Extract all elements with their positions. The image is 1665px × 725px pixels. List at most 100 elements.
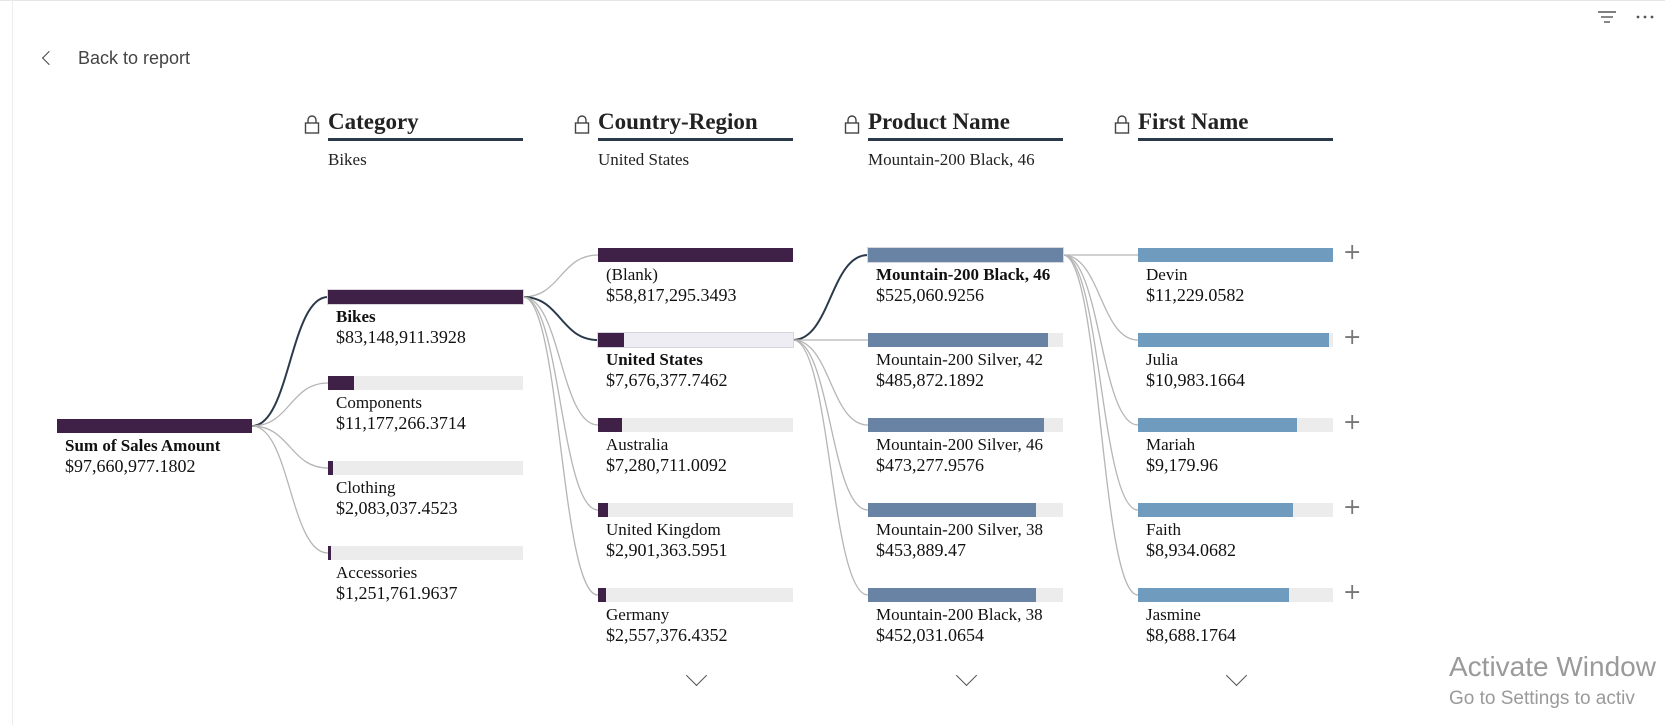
level-2-node-1[interactable]: Mountain-200 Silver, 42 $485,872.1892 <box>868 333 1063 390</box>
bar-track <box>327 289 524 305</box>
node-label: Components <box>336 393 422 412</box>
link <box>251 382 329 427</box>
bar-fill <box>1138 588 1289 602</box>
level-selected: United States <box>598 150 690 169</box>
node-label: Mountain-200 Silver, 38 <box>876 520 1043 539</box>
level-3-node-2[interactable]: Mariah $9,179.96 <box>1138 418 1333 475</box>
level-2-node-2[interactable]: Mountain-200 Silver, 46 $473,277.9576 <box>868 418 1063 475</box>
level-3-node-1[interactable]: Julia $10,983.1664 <box>1138 333 1333 390</box>
bar-track <box>1138 248 1333 262</box>
node-label: Mountain-200 Silver, 46 <box>876 435 1043 454</box>
bar-fill <box>328 290 523 304</box>
link <box>522 296 599 596</box>
more-options-icon[interactable] <box>1634 6 1656 33</box>
root-node[interactable]: Sum of Sales Amount $97,660,977.1802 <box>57 419 252 476</box>
node-label: Mountain-200 Black, 46 <box>876 265 1051 284</box>
node-label: Mountain-200 Black, 38 <box>876 605 1043 624</box>
bar-track <box>598 418 793 432</box>
lock-icon[interactable] <box>844 114 860 134</box>
bar-fill <box>598 248 793 262</box>
node-label: Devin <box>1146 265 1188 284</box>
level-3-node-4[interactable]: Jasmine $8,688.1764 <box>1138 588 1333 645</box>
link <box>1062 254 1139 596</box>
node-value: $452,031.0654 <box>876 625 984 645</box>
bar-track <box>328 546 523 560</box>
node-label: Bikes <box>336 307 376 326</box>
node-value: $2,557,376.4352 <box>606 625 728 645</box>
bar-track <box>868 503 1063 517</box>
level-0-node-2[interactable]: Clothing $2,083,037.4523 <box>328 461 523 518</box>
bar-fill <box>328 546 331 560</box>
level-underline <box>328 138 523 141</box>
expand-plus-icon[interactable]: + <box>1343 410 1362 435</box>
lock-icon[interactable] <box>1114 114 1130 134</box>
node-value: $485,872.1892 <box>876 370 984 390</box>
bar-track <box>597 332 794 348</box>
node-value: $473,277.9576 <box>876 455 984 475</box>
node-label: Mariah <box>1146 435 1196 454</box>
level-title: Product Name <box>868 109 1011 134</box>
bar-fill <box>1138 418 1297 432</box>
bar-track <box>1138 333 1333 347</box>
bar-track <box>328 376 523 390</box>
bar-track <box>1138 588 1333 602</box>
level-1-node-4[interactable]: Germany $2,557,376.4352 <box>598 588 793 645</box>
level-1-node-0[interactable]: (Blank) $58,817,295.3493 <box>598 248 793 305</box>
level-1-node-1[interactable]: United States $7,676,377.7462 <box>597 332 794 390</box>
bar-fill <box>868 503 1036 517</box>
level-title: First Name <box>1138 109 1249 134</box>
back-to-report-button[interactable]: Back to report <box>40 44 190 72</box>
level-selected: Bikes <box>328 150 367 169</box>
level-title: Country-Region <box>598 109 758 134</box>
node-label: Julia <box>1146 350 1179 369</box>
bar-track <box>328 461 523 475</box>
bar-fill <box>1138 503 1293 517</box>
level-0-node-3[interactable]: Accessories $1,251,761.9637 <box>328 546 523 603</box>
node-value: $2,083,037.4523 <box>336 498 458 518</box>
expand-plus-icon[interactable]: + <box>1343 325 1362 350</box>
node-label: Germany <box>606 605 670 624</box>
bar-track <box>57 419 252 433</box>
bar-track <box>867 247 1064 263</box>
link <box>792 339 869 511</box>
node-label: Faith <box>1146 520 1181 539</box>
filter-icon[interactable] <box>1596 6 1618 33</box>
bar-track <box>598 503 793 517</box>
level-header-1: Country-Region United States <box>574 108 793 170</box>
level-3-node-0[interactable]: Devin $11,229.0582 <box>1138 248 1333 305</box>
level-2-node-3[interactable]: Mountain-200 Silver, 38 $453,889.47 <box>868 503 1063 560</box>
level-1-node-3[interactable]: United Kingdom $2,901,363.5951 <box>598 503 793 560</box>
node-label: United States <box>606 350 703 369</box>
node-value: $1,251,761.9637 <box>336 583 458 603</box>
node-label: Sum of Sales Amount <box>65 436 221 455</box>
expand-plus-icon[interactable]: + <box>1343 240 1362 265</box>
level-0-node-0[interactable]: Bikes $83,148,911.3928 <box>327 289 524 347</box>
level-0-node-1[interactable]: Components $11,177,266.3714 <box>328 376 523 433</box>
link <box>1062 254 1139 341</box>
bar-fill <box>868 588 1036 602</box>
node-value: $8,688.1764 <box>1146 625 1236 645</box>
level-3-node-3[interactable]: Faith $8,934.0682 <box>1138 503 1333 560</box>
node-value: $58,817,295.3493 <box>606 285 737 305</box>
bar-fill <box>328 461 333 475</box>
node-value: $10,983.1664 <box>1146 370 1245 390</box>
bar-fill <box>868 418 1044 432</box>
node-label: (Blank) <box>606 265 658 284</box>
expand-plus-icon[interactable]: + <box>1343 495 1362 520</box>
level-2-node-0[interactable]: Mountain-200 Black, 46 $525,060.9256 <box>867 247 1064 305</box>
node-value: $7,280,711.0092 <box>606 455 727 475</box>
lock-icon[interactable] <box>304 114 320 134</box>
link <box>792 339 869 426</box>
bar-track <box>868 333 1063 347</box>
link <box>251 425 329 469</box>
level-1-node-2[interactable]: Australia $7,280,711.0092 <box>598 418 793 475</box>
bar-fill <box>1138 248 1333 262</box>
node-label: Mountain-200 Silver, 42 <box>876 350 1043 369</box>
lock-icon[interactable] <box>574 114 590 134</box>
bar-track <box>598 248 793 262</box>
link <box>1062 254 1139 426</box>
node-value: $2,901,363.5951 <box>606 540 728 560</box>
level-2-node-4[interactable]: Mountain-200 Black, 38 $452,031.0654 <box>868 588 1063 645</box>
expand-plus-icon[interactable]: + <box>1343 580 1362 605</box>
node-value: $11,229.0582 <box>1146 285 1245 305</box>
